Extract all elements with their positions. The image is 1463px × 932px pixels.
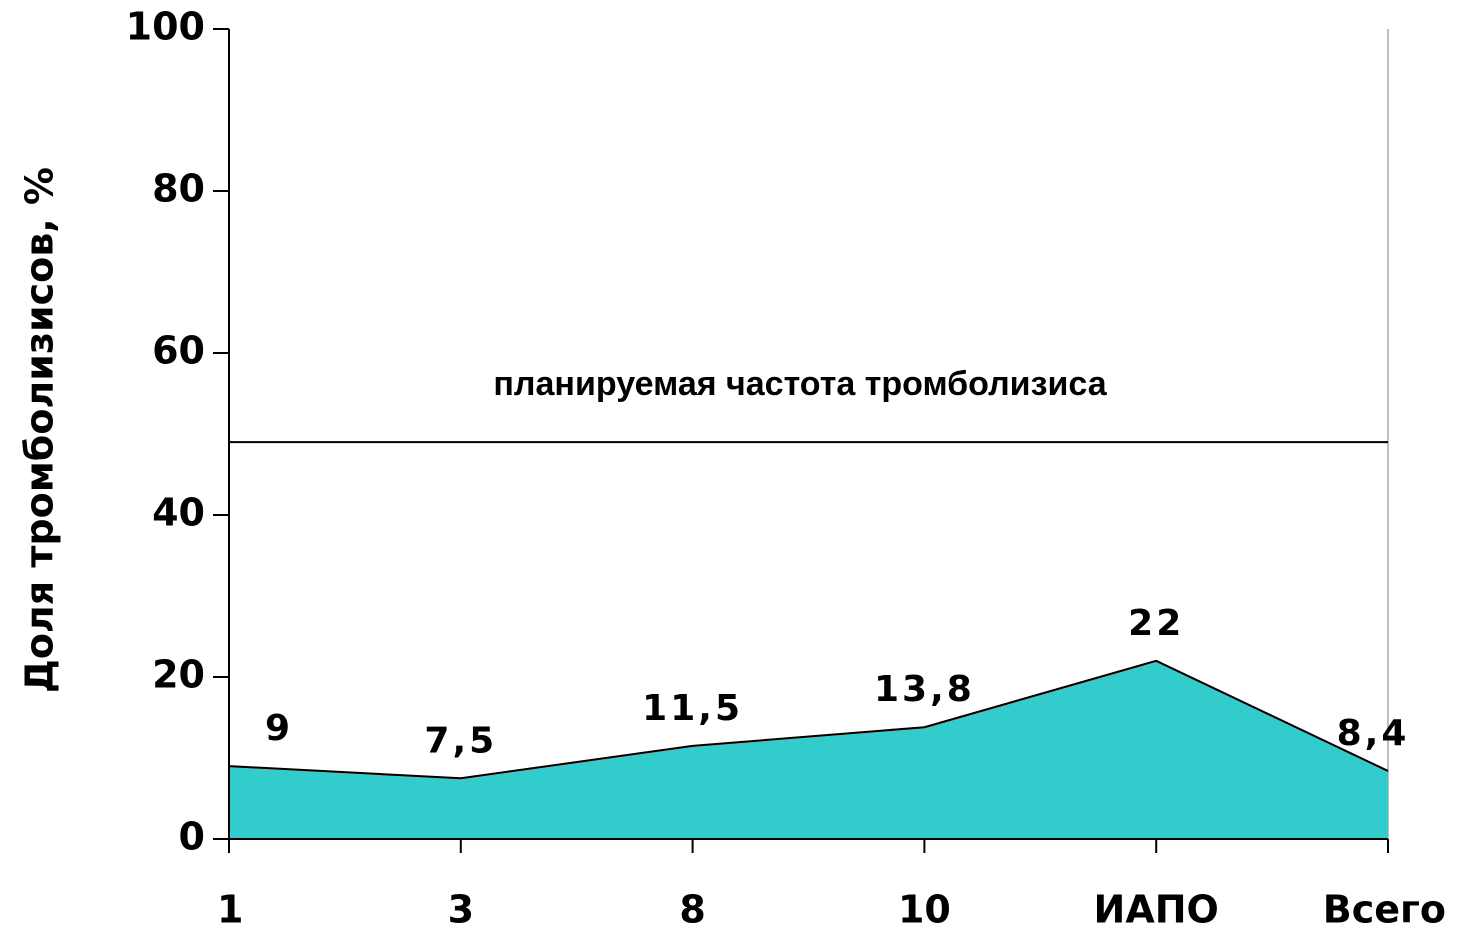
x-tick-label: ИАПО — [1094, 888, 1219, 932]
reference-label: планируемая частота тромболизиса — [493, 365, 1107, 403]
y-tick-label: 0 — [179, 815, 205, 859]
y-tick-label: 20 — [152, 653, 205, 697]
x-tick-label: 1 — [217, 888, 243, 932]
y-tick-label: 40 — [152, 491, 205, 535]
x-tick-label: Всего — [1323, 888, 1446, 932]
y-tick-label: 80 — [152, 167, 205, 211]
x-tick-label: 10 — [898, 888, 951, 932]
value-label: 8,4 — [1337, 713, 1410, 754]
x-tick-label: 8 — [679, 888, 705, 932]
area-outline — [228, 659, 1389, 780]
y-tick-label: 60 — [152, 329, 205, 373]
value-label: 9 — [265, 708, 293, 749]
value-label: 22 — [1128, 603, 1184, 644]
value-label: 7,5 — [424, 720, 497, 761]
area — [229, 660, 1388, 839]
y-tick-label: 100 — [126, 5, 205, 49]
x-tick-label: 3 — [448, 888, 474, 932]
value-label: 11,5 — [642, 688, 743, 729]
value-label: 13,8 — [874, 669, 975, 710]
y-axis-label: Доля тромболизисов, % — [18, 167, 62, 693]
